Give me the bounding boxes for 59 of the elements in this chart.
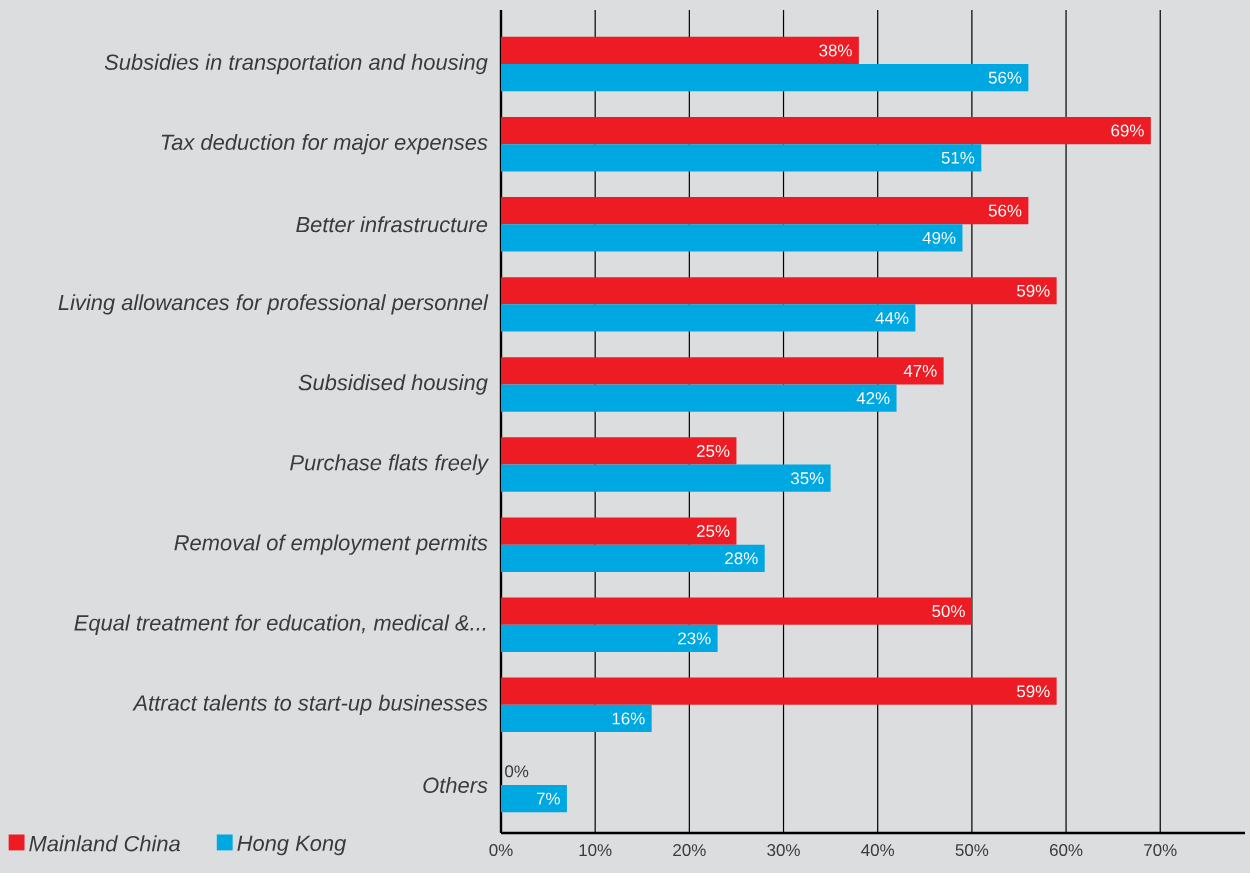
bar [501, 517, 737, 545]
bar [501, 544, 765, 572]
data-label: 0% [505, 765, 529, 778]
data-label: 16% [612, 712, 645, 725]
data-label: 25% [696, 525, 730, 538]
bar [501, 597, 972, 625]
x-tick-label: 20% [673, 844, 706, 857]
y-tick-label: Others [423, 776, 488, 793]
data-label: 59% [1017, 284, 1050, 297]
bar [501, 357, 944, 385]
bar [501, 437, 737, 465]
data-label: 59% [1017, 685, 1050, 698]
y-tick-label: Tax deduction for major expenses [161, 133, 488, 155]
data-label: 23% [678, 632, 711, 645]
bar [501, 784, 567, 813]
data-label: 25% [696, 444, 730, 457]
bar [501, 704, 652, 733]
data-label: 69% [1111, 124, 1144, 137]
y-tick-label: Better infrastructure [296, 216, 488, 233]
y-tick-label: Attract talents to start-up businesses [132, 694, 488, 716]
x-tick-label: 50% [955, 844, 989, 857]
data-label: 50% [932, 605, 965, 618]
data-label: 28% [725, 552, 758, 565]
x-tick-label: 0% [489, 844, 513, 857]
y-tick-label: Living allowances for professional personnel [58, 294, 489, 315]
y-tick-label: Equal treatment for education, medical &... [74, 614, 486, 635]
y-tick-label: Subsidised housing [298, 374, 488, 395]
x-tick-label: 70% [1144, 844, 1177, 857]
data-label: 47% [903, 364, 937, 377]
bar [501, 224, 963, 252]
y-tick-label: Removal of employment permits [174, 534, 488, 555]
bar [501, 624, 718, 652]
bar [501, 464, 831, 492]
x-tick-label: 30% [767, 844, 800, 857]
data-label: 51% [941, 151, 975, 164]
bar [501, 144, 982, 172]
bar [501, 677, 1057, 705]
x-tick-label: 40% [861, 844, 895, 857]
data-label: 56% [988, 204, 1022, 217]
y-tick-label: Subsidies in transportation and housing [104, 53, 488, 75]
legend-label: Hong Kong [237, 835, 347, 856]
y-tick-label: Purchase flats freely [290, 454, 490, 475]
x-tick-label: 10% [579, 844, 612, 857]
x-tick-label: 60% [1049, 844, 1083, 857]
data-label: 7% [536, 792, 560, 805]
bar [501, 197, 1029, 225]
bar [501, 64, 1029, 92]
legend-label: Mainland China [29, 835, 180, 852]
bar [501, 304, 916, 332]
data-label: 44% [875, 312, 909, 324]
data-label: 38% [819, 44, 852, 57]
bar [501, 277, 1057, 305]
bar [501, 384, 897, 412]
data-label: 56% [988, 71, 1022, 84]
bar [501, 116, 1151, 145]
data-label: 35% [790, 472, 824, 485]
data-label: 49% [922, 231, 956, 244]
data-label: 42% [856, 392, 890, 405]
bar [501, 36, 859, 65]
